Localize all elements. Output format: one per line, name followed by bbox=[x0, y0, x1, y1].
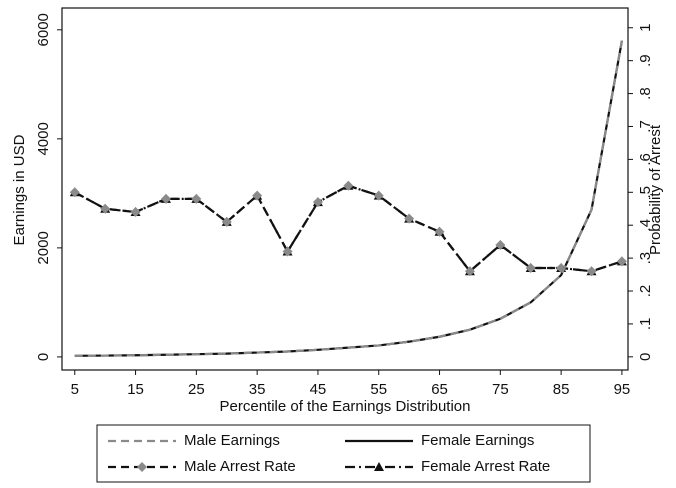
y-tick-label: 4000 bbox=[35, 122, 52, 155]
y2-tick-label: 0 bbox=[637, 353, 654, 361]
x-tick-label: 5 bbox=[71, 381, 79, 398]
x-tick-label: 75 bbox=[492, 381, 509, 398]
series-marker bbox=[404, 213, 415, 224]
series-marker bbox=[312, 197, 323, 208]
legend-box bbox=[96, 424, 591, 483]
x-tick-label: 15 bbox=[127, 381, 144, 398]
series-marker bbox=[191, 193, 202, 204]
x-tick-label: 45 bbox=[310, 381, 327, 398]
y-axis-title: Earnings in USD bbox=[11, 134, 28, 245]
y2-tick-label: .4 bbox=[637, 219, 654, 232]
y2-tick-label: .5 bbox=[637, 186, 654, 199]
series-marker bbox=[525, 262, 536, 273]
series-marker bbox=[464, 266, 475, 277]
series-marker bbox=[69, 187, 80, 198]
legend-label: Female Arrest Rate bbox=[421, 458, 550, 475]
series-line bbox=[74, 184, 623, 273]
y2-tick-label: .7 bbox=[637, 120, 654, 133]
legend-marker bbox=[137, 462, 147, 472]
y-tick-label: 6000 bbox=[35, 13, 52, 46]
series-line bbox=[74, 40, 624, 357]
series-marker bbox=[495, 239, 506, 250]
y-tick-label: 2000 bbox=[35, 231, 52, 264]
y2-tick-label: .1 bbox=[637, 318, 654, 331]
y-tick-label: 0 bbox=[35, 353, 52, 361]
legend-label: Male Arrest Rate bbox=[184, 458, 296, 475]
series-marker bbox=[373, 190, 384, 201]
legend-marker bbox=[374, 462, 384, 471]
y2-tick-label: .6 bbox=[637, 153, 654, 166]
y2-tick-label: 1 bbox=[637, 24, 654, 32]
y2-tick-label: .3 bbox=[637, 252, 654, 265]
y2-tick-label: .9 bbox=[637, 54, 654, 67]
series-marker bbox=[343, 180, 354, 191]
y2-tick-label: .8 bbox=[637, 87, 654, 100]
series-line bbox=[74, 184, 623, 273]
series-marker bbox=[586, 266, 597, 277]
y2-tick-label: .2 bbox=[637, 285, 654, 298]
series-marker bbox=[160, 193, 171, 204]
series-marker bbox=[434, 226, 445, 237]
series-marker bbox=[100, 203, 111, 214]
series-marker bbox=[221, 216, 232, 227]
legend-label: Male Earnings bbox=[184, 432, 280, 449]
x-tick-label: 65 bbox=[431, 381, 448, 398]
series-marker bbox=[616, 256, 627, 267]
series-marker bbox=[282, 246, 293, 257]
x-axis-title: Percentile of the Earnings Distribution bbox=[220, 398, 471, 415]
series-marker bbox=[130, 207, 141, 218]
series-marker bbox=[252, 190, 263, 201]
x-tick-label: 25 bbox=[188, 381, 205, 398]
x-tick-label: 85 bbox=[553, 381, 570, 398]
x-tick-label: 55 bbox=[370, 381, 387, 398]
y2-axis-title: Probability of Arrest bbox=[647, 124, 664, 255]
x-tick-label: 35 bbox=[249, 381, 266, 398]
series-line bbox=[74, 40, 624, 357]
plot-frame bbox=[61, 7, 629, 371]
x-tick-label: 95 bbox=[614, 381, 631, 398]
legend-label: Female Earnings bbox=[421, 432, 534, 449]
